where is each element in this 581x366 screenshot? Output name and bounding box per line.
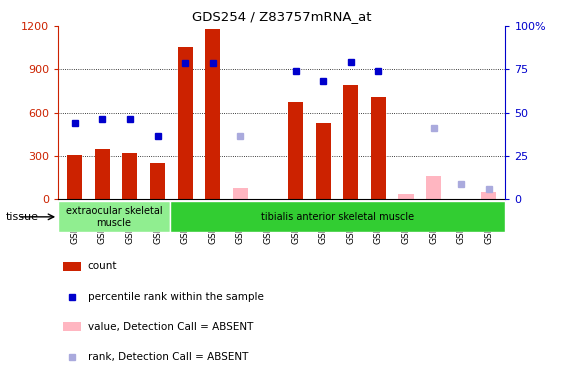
Bar <box>67 154 83 199</box>
Bar <box>481 191 497 199</box>
Bar <box>170 201 505 232</box>
Bar <box>288 102 303 199</box>
Bar <box>426 176 441 199</box>
Text: tibialis anterior skeletal muscle: tibialis anterior skeletal muscle <box>261 212 414 222</box>
Bar <box>95 149 110 199</box>
Bar <box>205 29 220 199</box>
Bar <box>315 123 331 199</box>
Bar <box>63 322 81 331</box>
Title: GDS254 / Z83757mRNA_at: GDS254 / Z83757mRNA_at <box>192 10 371 23</box>
Text: count: count <box>88 261 117 272</box>
Bar <box>150 163 165 199</box>
Text: rank, Detection Call = ABSENT: rank, Detection Call = ABSENT <box>88 352 248 362</box>
Bar <box>343 85 358 199</box>
Text: value, Detection Call = ABSENT: value, Detection Call = ABSENT <box>88 322 253 332</box>
Bar <box>399 194 414 199</box>
Text: extraocular skeletal
muscle: extraocular skeletal muscle <box>66 206 162 228</box>
Bar <box>371 97 386 199</box>
Bar <box>63 262 81 271</box>
Bar <box>178 47 193 199</box>
Bar <box>233 188 248 199</box>
Bar <box>58 201 170 232</box>
Text: tissue: tissue <box>6 212 39 222</box>
Text: percentile rank within the sample: percentile rank within the sample <box>88 292 264 302</box>
Bar <box>123 153 138 199</box>
